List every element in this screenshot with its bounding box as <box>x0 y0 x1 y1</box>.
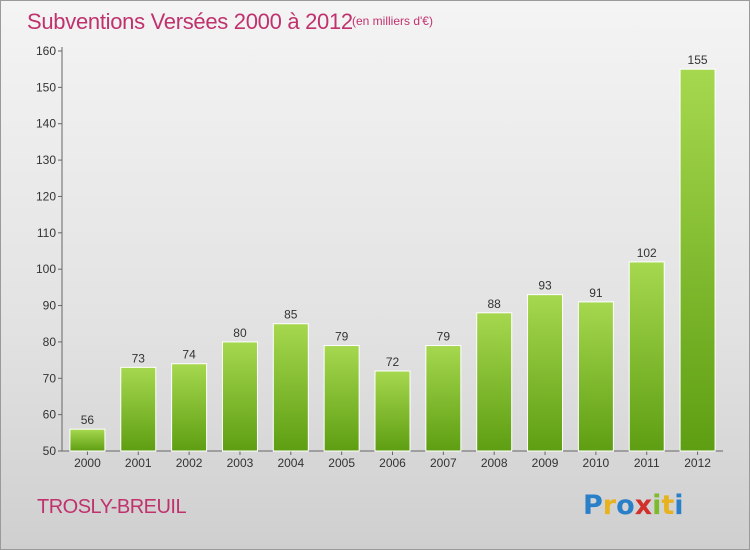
x-tick-label: 2009 <box>532 456 559 470</box>
bar-value-label: 102 <box>637 246 657 260</box>
chart-subtitle: (en milliers d'€) <box>352 14 433 28</box>
logo-letter: P <box>583 490 603 521</box>
x-tick-label: 2004 <box>277 456 304 470</box>
x-tick-label: 2006 <box>379 456 406 470</box>
logo-letter: r <box>602 490 617 521</box>
bar <box>476 312 513 452</box>
y-tick-label: 80 <box>43 335 57 349</box>
x-tick-label: 2012 <box>684 456 711 470</box>
x-tick-label: 2002 <box>176 456 203 470</box>
bar-value-label: 79 <box>437 330 451 344</box>
bar-value-label: 74 <box>182 348 196 362</box>
bar-value-label: 80 <box>233 326 247 340</box>
bar <box>577 301 614 452</box>
bar-value-label: 72 <box>386 355 400 369</box>
chart-bars: 56 73 74 80 85 79 72 79 88 93 91 102 155 <box>69 53 716 452</box>
y-tick-label: 70 <box>43 371 57 385</box>
bar <box>171 363 208 452</box>
logo-letter: t <box>661 490 675 521</box>
bar-value-label: 91 <box>589 286 603 300</box>
proxiti-logo: Proxiti <box>583 490 684 521</box>
bar-value-label: 56 <box>81 413 95 427</box>
bar <box>679 68 716 452</box>
bar <box>120 366 157 452</box>
y-tick-label: 60 <box>43 408 57 422</box>
x-tick-label: 2008 <box>481 456 508 470</box>
bar-value-label: 88 <box>488 297 502 311</box>
bar-value-label: 73 <box>132 351 146 365</box>
commune-name: TROSLY-BREUIL <box>37 496 187 518</box>
y-tick-label: 130 <box>36 153 56 167</box>
y-tick-label: 160 <box>36 44 56 58</box>
x-tick-label: 2007 <box>430 456 457 470</box>
bar <box>374 370 411 452</box>
logo-letter: x <box>634 490 653 521</box>
x-tick-label: 2003 <box>227 456 254 470</box>
bar-value-label: 155 <box>688 53 708 67</box>
y-tick-label: 100 <box>36 262 56 276</box>
bar <box>221 341 258 452</box>
bar-value-label: 79 <box>335 330 349 344</box>
y-tick-label: 140 <box>36 117 56 131</box>
logo-letter: o <box>616 490 635 521</box>
bar-value-label: 85 <box>284 308 298 322</box>
y-tick-label: 90 <box>43 299 57 313</box>
x-tick-label: 2010 <box>583 456 610 470</box>
bar <box>425 345 462 452</box>
y-tick-label: 150 <box>36 80 56 94</box>
bar <box>323 345 360 452</box>
bar <box>628 261 665 452</box>
x-tick-label: 2001 <box>125 456 152 470</box>
y-tick-label: 120 <box>36 189 56 203</box>
bar <box>272 323 309 452</box>
bar <box>527 294 564 452</box>
logo-letter: i <box>674 490 684 521</box>
chart-title: Subventions Versées 2000 à 2012 <box>27 9 353 34</box>
x-tick-label: 2000 <box>74 456 101 470</box>
y-tick-label: 50 <box>43 444 57 458</box>
y-tick-label: 110 <box>37 226 56 240</box>
logo-letter: i <box>652 490 662 521</box>
x-tick-label: 2005 <box>328 456 355 470</box>
chart-axes: 50 60 70 80 90 100 110 120 130 140 150 160 2000 2001 2… <box>36 44 723 470</box>
x-tick-label: 2011 <box>634 456 660 470</box>
bar-value-label: 93 <box>538 279 552 293</box>
bar <box>69 428 106 452</box>
